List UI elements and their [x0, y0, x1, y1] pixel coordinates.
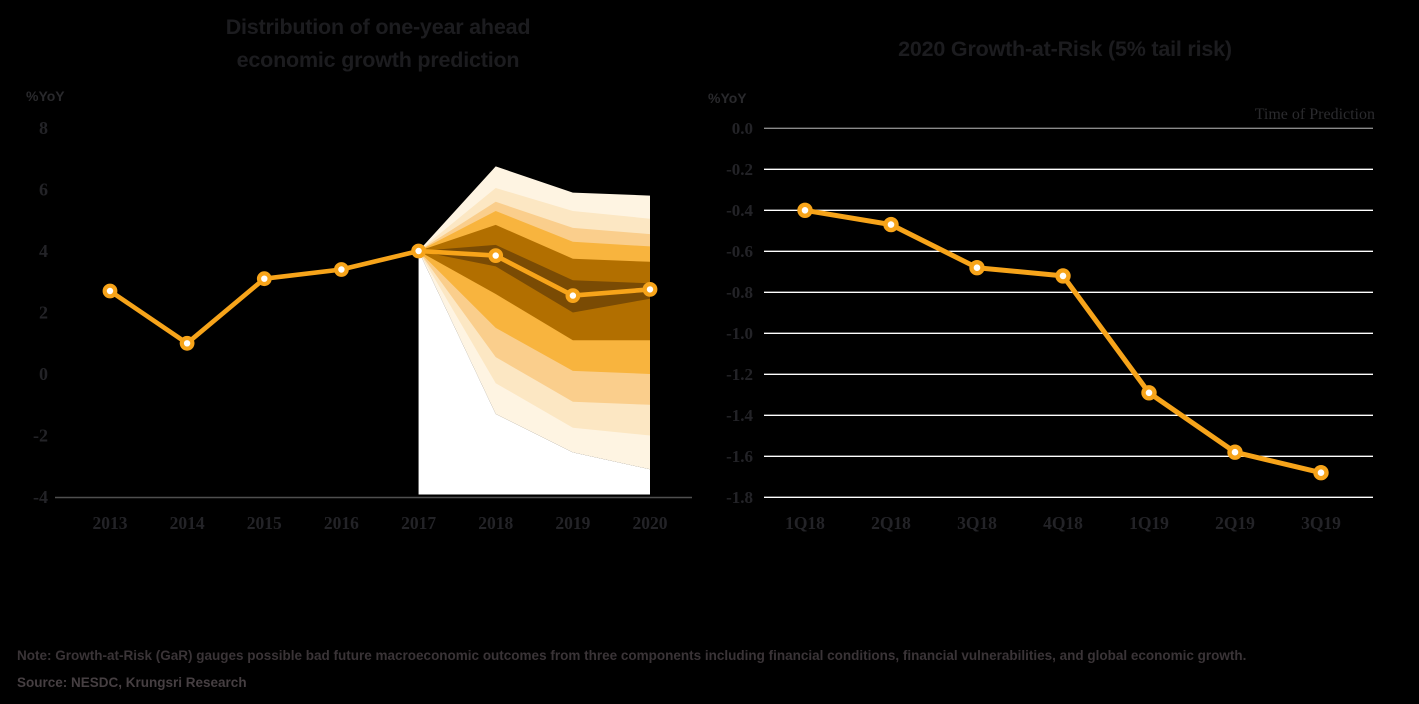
- fan-chart-unit-label: %YoY: [26, 88, 65, 104]
- note-text: Note: Growth-at-Risk (GaR) gauges possib…: [17, 648, 1247, 663]
- source-text: Source: NESDC, Krungsri Research: [17, 675, 247, 690]
- fan-xtick-label: 2017: [401, 513, 436, 533]
- gar-ytick-label: -1.0: [726, 324, 753, 343]
- gar-xtick-label: 3Q18: [957, 513, 997, 533]
- fan-ytick-label: 2: [39, 303, 48, 323]
- gar-line-marker: [797, 202, 813, 219]
- fan-xtick-label: 2014: [170, 513, 205, 533]
- growth-line-marker: [565, 288, 581, 304]
- fan-ytick-label: 4: [39, 241, 48, 261]
- fan-chart-title-line1: Distribution of one-year ahead: [225, 15, 531, 39]
- fan-ytick-label: -4: [33, 487, 48, 507]
- gar-line-marker: [1055, 268, 1071, 284]
- growth-line-marker: [488, 248, 504, 264]
- fan-xtick-label: 2019: [555, 513, 590, 533]
- gar-xtick-label: 1Q19: [1129, 513, 1169, 533]
- fan-ytick-label: 8: [39, 118, 48, 138]
- fan-ytick-label: 0: [39, 364, 48, 384]
- growth-line-marker: [642, 282, 658, 297]
- fan-xtick-label: 2020: [633, 513, 668, 533]
- fan-xtick-label: 2018: [478, 513, 513, 533]
- gar-line: [802, 207, 1324, 476]
- fan-ytick-label: 6: [39, 180, 48, 200]
- gar-line-marker: [969, 260, 985, 276]
- gar-ytick-label: -0.2: [726, 160, 753, 179]
- gar-line-marker: [883, 216, 899, 233]
- gar-chart-unit-label: %YoY: [708, 90, 747, 106]
- growth-line: [107, 248, 653, 346]
- gar-ytick-label: -1.8: [726, 488, 753, 507]
- time-of-prediction-label: Time of Prediction: [1254, 106, 1375, 123]
- fan-xtick-label: 2016: [324, 513, 359, 533]
- gar-ytick-label: -1.6: [726, 447, 753, 466]
- growth-line-marker: [334, 262, 349, 277]
- gar-ytick-label: -0.8: [726, 283, 753, 302]
- gar-ytick-label: -0.4: [726, 201, 753, 220]
- gar-xtick-label: 2Q18: [871, 513, 911, 533]
- fan-backdrop: [418, 251, 650, 495]
- gar-ytick-label: 0.0: [732, 119, 753, 138]
- fan-ytick-label: -2: [33, 426, 48, 446]
- gar-xtick-label: 4Q18: [1043, 513, 1083, 533]
- gar-ytick-label: -0.6: [726, 242, 753, 261]
- fan-xtick-label: 2015: [247, 513, 282, 533]
- growth-line-marker: [179, 335, 195, 351]
- gar-ytick-label: -1.4: [726, 406, 753, 425]
- gar-line-marker: [1313, 465, 1329, 481]
- gar-xtick-label: 2Q19: [1215, 513, 1255, 533]
- growth-line-marker: [411, 243, 427, 259]
- growth-line-marker: [102, 283, 118, 299]
- gar-line-marker: [1227, 444, 1243, 460]
- growth-line-marker: [256, 271, 272, 287]
- fan-chart-title: Distribution of one-year ahead economic …: [128, 11, 628, 77]
- gar-xtick-label: 1Q18: [785, 513, 825, 533]
- gar-chart-title: 2020 Growth-at-Risk (5% tail risk): [898, 37, 1232, 61]
- gar-line-marker: [1141, 385, 1157, 401]
- gar-xtick-label: 3Q19: [1301, 513, 1341, 533]
- gar-ytick-label: -1.2: [726, 365, 753, 384]
- fan-xtick-label: 2013: [93, 513, 128, 533]
- fan-chart-title-line2: economic growth prediction: [236, 48, 520, 72]
